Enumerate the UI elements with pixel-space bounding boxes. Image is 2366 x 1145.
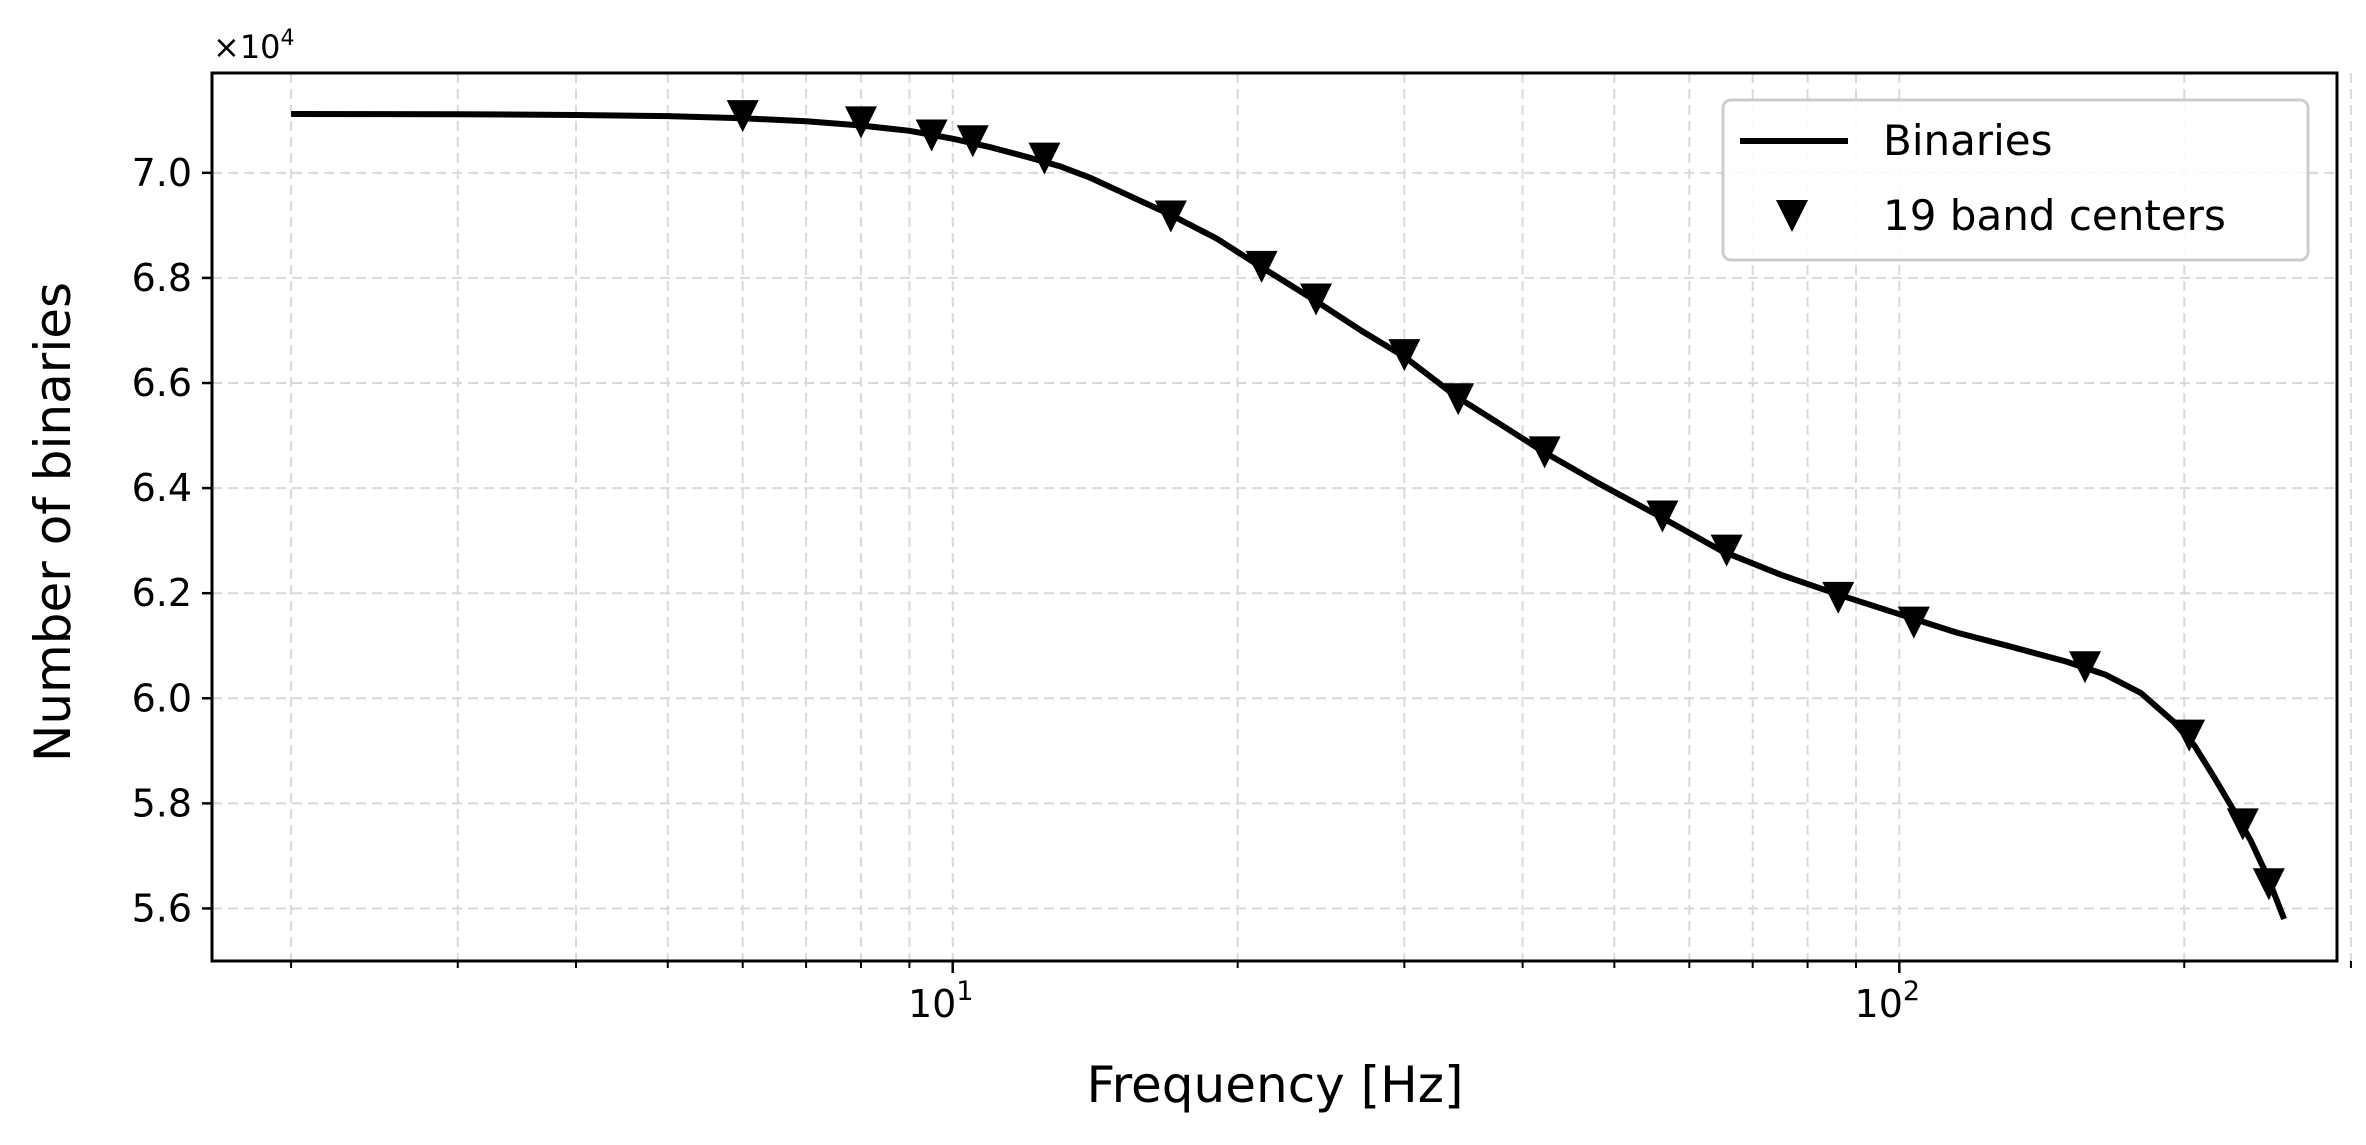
x-tick-label: 102	[1855, 976, 1921, 1026]
legend-box	[1721, 98, 2310, 262]
y-tick-label: 5.6	[132, 886, 192, 930]
band-center-marker	[726, 100, 759, 133]
y-tick-label: 6.8	[132, 256, 192, 300]
y-offset-label: ×104	[213, 26, 295, 66]
band-center-marker	[1442, 383, 1475, 416]
y-tick-label: 6.6	[132, 361, 192, 405]
band-center-marker	[1646, 500, 1679, 533]
plot-frame	[210, 71, 2339, 963]
y-tick-label: 6.0	[132, 676, 192, 720]
band-center-marker	[1822, 581, 1855, 614]
band-center-marker	[1300, 283, 1333, 316]
y-offset-exponent: 4	[281, 26, 295, 51]
band-center-marker	[2226, 808, 2259, 841]
x-axis-title: Frequency [Hz]	[1086, 1056, 1463, 1114]
y-tick-label: 6.2	[132, 571, 192, 615]
band-center-marker	[1388, 339, 1421, 372]
band-center-marker	[844, 106, 877, 139]
band-center-marker	[1710, 534, 1743, 567]
legend: Binaries 19 band centers	[1721, 98, 2310, 262]
band-center-marker	[956, 125, 989, 158]
band-center-marker	[1028, 142, 1061, 175]
legend-label-band-centers: 19 band centers	[1883, 191, 2226, 240]
band-center-marker	[1897, 606, 1930, 639]
band-center-marker	[1528, 436, 1561, 469]
band-center-marker	[2173, 719, 2206, 752]
band-center-marker	[2252, 868, 2285, 901]
y-axis-title: Number of binaries	[24, 282, 82, 762]
band-center-marker	[915, 119, 948, 152]
x-tick-label: 101	[908, 976, 974, 1026]
marker-layer	[726, 100, 2285, 901]
y-tick-label: 5.8	[132, 781, 192, 825]
band-center-marker	[2068, 651, 2101, 684]
y-tick-label: 6.4	[132, 466, 192, 510]
band-center-marker	[1245, 250, 1278, 283]
band-center-marker	[1154, 200, 1187, 233]
y-tick-label: 7.0	[132, 151, 192, 195]
axis-ticks: 5.6 5.8 6.0 6.2 6.4 6.6 6.8 7.0 101 102	[132, 151, 2352, 1026]
legend-triangle-down-icon	[1776, 200, 1808, 232]
legend-label-binaries: Binaries	[1883, 116, 2053, 165]
